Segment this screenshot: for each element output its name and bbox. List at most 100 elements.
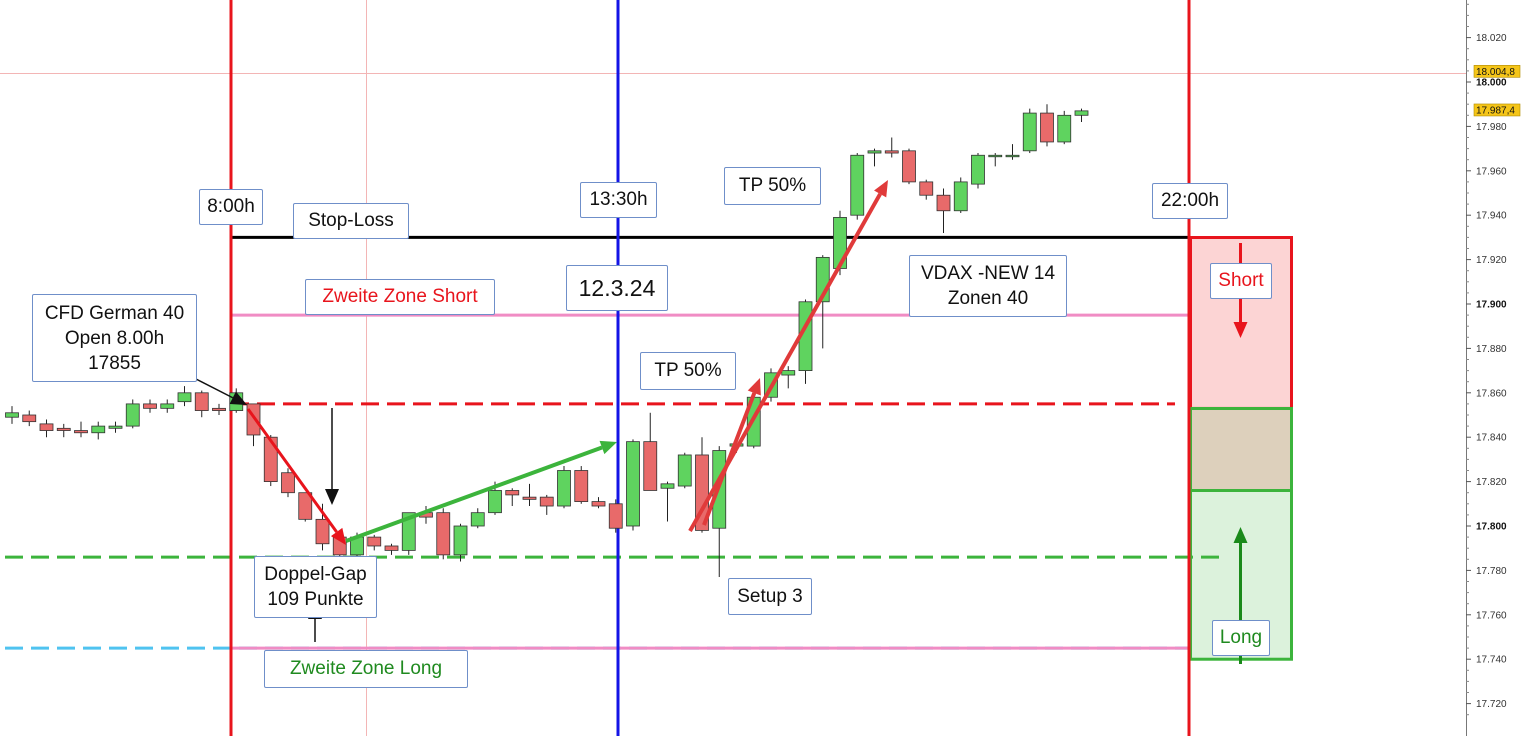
candle-17: [298, 492, 313, 522]
tick-label-5: 17.920: [1476, 255, 1507, 266]
candle-3: [56, 423, 71, 438]
candle-29: [505, 488, 520, 507]
tick-label-6: 17.900: [1476, 300, 1507, 311]
tick-label-15: 17.720: [1476, 699, 1507, 710]
axis-background: [1466, 0, 1521, 736]
candle-body-8: [143, 403, 157, 409]
candle-49: [850, 153, 865, 220]
candle-47: [815, 255, 830, 349]
price-tag-bg-1: [1473, 103, 1521, 117]
candle-body-3: [56, 427, 71, 431]
label-tp-upper: TP 50%: [724, 167, 821, 205]
tick-label-2: 17.980: [1476, 122, 1507, 133]
candle-50: [867, 148, 882, 167]
tick-label-9: 17.840: [1476, 433, 1507, 444]
tick-label-13: 17.760: [1476, 610, 1507, 621]
candle-body-51: [884, 150, 899, 154]
price-axis: 18.020 18.000 17.980 17.960 17.940 17.920 17.9…: [1466, 0, 1521, 736]
candle-body-62: [1074, 110, 1089, 116]
label-short: Short: [1210, 263, 1272, 299]
candle-0: [5, 406, 19, 424]
tick-label-1: 18.000: [1476, 78, 1507, 89]
candle-4: [74, 421, 88, 438]
candle-body-15: [263, 436, 278, 483]
candle-8: [143, 399, 157, 413]
candle-32: [557, 466, 571, 509]
arrow-red-small-shaft: [702, 392, 757, 526]
zone-rect-1: [1189, 407, 1293, 493]
candle-body-32: [557, 470, 571, 507]
candle-37: [643, 412, 658, 491]
gap-line-2: 109 Punkte: [267, 589, 364, 610]
candle-body-45: [781, 370, 796, 376]
candle-60: [1040, 104, 1054, 147]
candle-15: [263, 434, 278, 487]
candle-body-59: [1022, 112, 1037, 152]
candle-16: [281, 468, 295, 498]
candle-34: [591, 497, 606, 509]
tick-label-11: 17.800: [1476, 522, 1507, 533]
candle-body-27: [470, 512, 485, 527]
candle-body-33: [574, 470, 589, 502]
label-tp-lower: TP 50%: [640, 352, 736, 390]
arrow-cfd-pointer-head: [229, 391, 247, 405]
long-arrow-head: [1233, 527, 1248, 543]
arrow-open-gap-head: [330, 527, 346, 545]
label-long: Long: [1212, 620, 1270, 656]
candle-58: [1005, 144, 1020, 160]
candle-body-29: [505, 490, 520, 496]
candle-31: [539, 494, 554, 515]
candle-11: [194, 390, 209, 418]
candle-45: [781, 366, 796, 389]
candle-body-23: [401, 512, 416, 551]
candle-body-55: [953, 181, 968, 212]
candle-56: [971, 153, 985, 189]
candle-51: [884, 137, 899, 158]
tick-label-12: 17.780: [1476, 566, 1507, 577]
candle-body-36: [626, 441, 640, 527]
arrow-red-up-head: [874, 180, 888, 198]
candle-52: [902, 148, 916, 185]
candle-33: [574, 466, 589, 504]
candle-25: [436, 508, 451, 560]
gap-line-1: Doppel-Gap: [264, 564, 367, 585]
candle-body-21: [367, 536, 382, 547]
candle-body-54: [936, 194, 951, 212]
candle-body-22: [384, 545, 399, 551]
candle-body-50: [867, 150, 882, 154]
candle-body-49: [850, 154, 865, 216]
candle-2: [39, 419, 54, 438]
candle-body-2: [39, 423, 54, 431]
candle-body-18: [315, 518, 330, 545]
candle-body-39: [677, 454, 692, 487]
candle-21: [367, 534, 382, 551]
candle-body-60: [1040, 112, 1054, 143]
candle-62: [1074, 108, 1089, 122]
candle-body-53: [919, 181, 934, 196]
vdax-line-1: VDAX -NEW 14: [920, 263, 1056, 284]
candle-body-7: [125, 403, 140, 427]
candle-10: [177, 386, 192, 407]
time-lines: [229, 0, 1191, 736]
candle-6: [108, 421, 123, 433]
candle-body-35: [608, 503, 623, 529]
label-date: 12.3.24: [566, 265, 668, 311]
label-double-gap: Doppel-Gap 109 Punkte: [254, 556, 377, 618]
cfd-line-2: Open 8.00h: [64, 328, 165, 349]
candle-36: [626, 439, 640, 531]
candle-body-31: [539, 496, 554, 507]
candle-5: [91, 421, 106, 440]
candle-body-58: [1005, 154, 1020, 158]
candle-27: [470, 508, 485, 529]
arrow-gap-down-head: [325, 489, 339, 505]
candle-30: [522, 483, 537, 507]
candle-body-0: [5, 412, 19, 418]
candle-body-5: [91, 425, 106, 434]
tick-label-4: 17.940: [1476, 211, 1507, 222]
candle-body-11: [194, 392, 209, 411]
tick-label-8: 17.860: [1476, 388, 1507, 399]
candle-body-37: [643, 441, 658, 491]
candle-body-57: [988, 154, 1003, 158]
tick-label-10: 17.820: [1476, 477, 1507, 488]
